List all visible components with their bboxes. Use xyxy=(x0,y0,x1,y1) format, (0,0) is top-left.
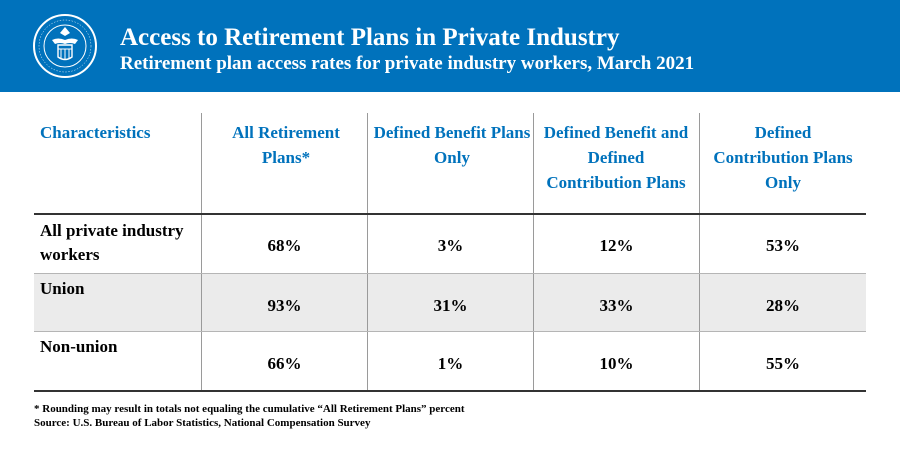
column-divider xyxy=(367,113,368,390)
page-subtitle: Retirement plan access rates for private… xyxy=(120,53,695,74)
table-cell: 68% xyxy=(267,236,302,255)
row-label-all-private: All private industry workers xyxy=(40,221,184,264)
table-cell: 31% xyxy=(433,296,468,315)
header-divider xyxy=(34,213,866,215)
header-banner: Access to Retirement Plans in Private In… xyxy=(0,0,900,92)
table-cell: 28% xyxy=(766,296,800,315)
table-cell: 1% xyxy=(437,354,464,373)
footnote-source: Source: U.S. Bureau of Labor Statistics,… xyxy=(34,417,371,429)
table-cell: 12% xyxy=(599,236,634,255)
row-label-union: Union xyxy=(40,279,85,298)
table-cell: 93% xyxy=(267,296,302,315)
column-header-all-plans: All Retirement Plans* xyxy=(232,123,340,167)
table-cell: 3% xyxy=(437,236,464,255)
table-cell: 33% xyxy=(599,296,634,315)
table-cell: 10% xyxy=(599,354,634,373)
page-title: Access to Retirement Plans in Private In… xyxy=(120,24,620,51)
table-bottom-rule xyxy=(34,390,866,392)
row-divider xyxy=(34,273,866,274)
table-cell: 66% xyxy=(267,354,302,373)
column-header-defined-benefit-only: Defined Benefit Plans Only xyxy=(373,123,531,167)
column-header-db-and-dc: Defined Benefit and Defined Contribution… xyxy=(543,123,689,192)
column-divider xyxy=(201,113,202,390)
row-label-non-union: Non-union xyxy=(40,337,118,356)
union-row-background xyxy=(34,273,866,331)
footnote-rounding: * Rounding may result in totals not equa… xyxy=(34,403,465,415)
column-header-defined-contribution-only: Defined Contribution Plans Only xyxy=(713,123,853,192)
column-header-characteristics: Characteristics xyxy=(40,123,151,142)
table-cell: 53% xyxy=(766,236,800,255)
table-cell: 55% xyxy=(766,354,800,373)
column-divider xyxy=(699,113,700,390)
department-of-labor-seal-icon xyxy=(33,14,97,78)
column-divider xyxy=(533,113,534,390)
row-divider xyxy=(34,331,866,332)
